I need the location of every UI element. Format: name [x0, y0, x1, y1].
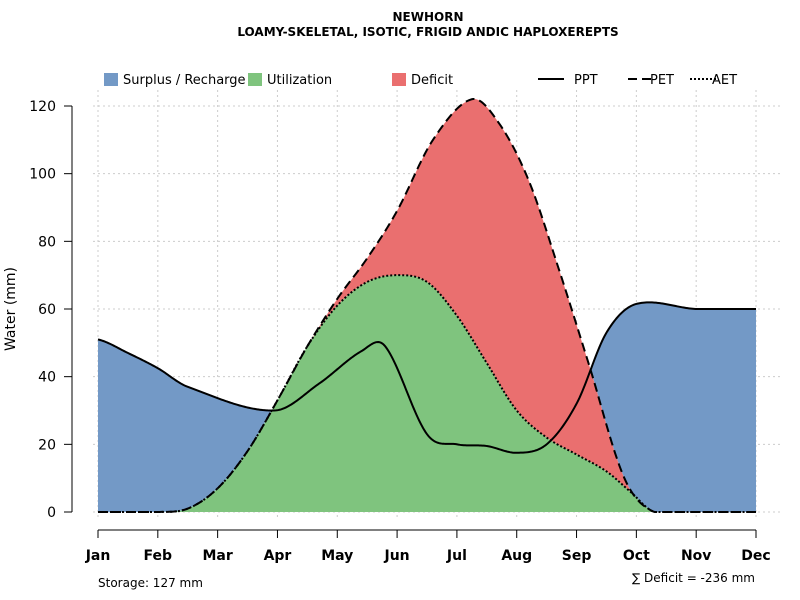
x-tick-label-aug: Aug [501, 548, 532, 564]
y-tick-label: 40 [38, 370, 56, 386]
deficit-area [98, 98, 756, 512]
y-axis-label: Water (mm) [3, 267, 19, 351]
legend: Surplus / Recharge Utilization Deficit PPT P… [104, 73, 737, 88]
legend-swatch [392, 73, 406, 86]
legend-swatch [104, 73, 118, 86]
legend-swatch [248, 73, 262, 86]
x-tick-label-may: May [321, 548, 353, 564]
legend-label: PPT [574, 73, 598, 88]
legend-label: Utilization [267, 73, 332, 88]
x-tick-label-oct: Oct [623, 548, 650, 564]
legend-label: PET [650, 73, 674, 88]
x-tick-label-dec: Dec [741, 548, 770, 564]
y-tick-label: 100 [29, 167, 56, 183]
x-tick-label-jan: Jan [85, 548, 111, 564]
x-tick-label-mar: Mar [202, 548, 232, 564]
x-tick-label-jul: Jul [446, 548, 467, 564]
y-tick-label: 0 [47, 505, 56, 521]
y-tick-label: 120 [29, 99, 56, 115]
legend-label: AET [712, 73, 737, 88]
chart-subtitle: LOAMY-SKELETAL, ISOTIC, FRIGID ANDIC HAP… [237, 25, 618, 39]
series-lines [97, 97, 756, 513]
x-tick-label-nov: Nov [681, 548, 711, 564]
legend-label: Surplus / Recharge [123, 73, 246, 88]
x-tick-label-apr: Apr [264, 548, 292, 564]
x-axis: Jan Feb Mar Apr May Jun Jul Aug Sep Oct Nov Dec [85, 529, 771, 564]
area-fills [98, 98, 756, 512]
deficit-label: ∑ Deficit = -236 mm [632, 571, 755, 585]
ppt-line [97, 301, 756, 454]
chart-title: NEWHORN [392, 10, 463, 24]
x-tick-label-sep: Sep [562, 548, 592, 564]
y-axis: 0 20 40 60 80 100 120 [29, 99, 73, 521]
storage-label: Storage: 127 mm [98, 576, 203, 590]
y-tick-label: 20 [38, 437, 56, 453]
surplus-area [98, 98, 756, 512]
x-tick-label-jun: Jun [384, 548, 410, 564]
aet-line [98, 274, 756, 513]
y-tick-label: 60 [38, 302, 56, 318]
legend-label: Deficit [411, 73, 453, 88]
x-tick-label-feb: Feb [144, 548, 173, 564]
utilization-area [98, 275, 756, 512]
y-tick-label: 80 [38, 234, 56, 250]
